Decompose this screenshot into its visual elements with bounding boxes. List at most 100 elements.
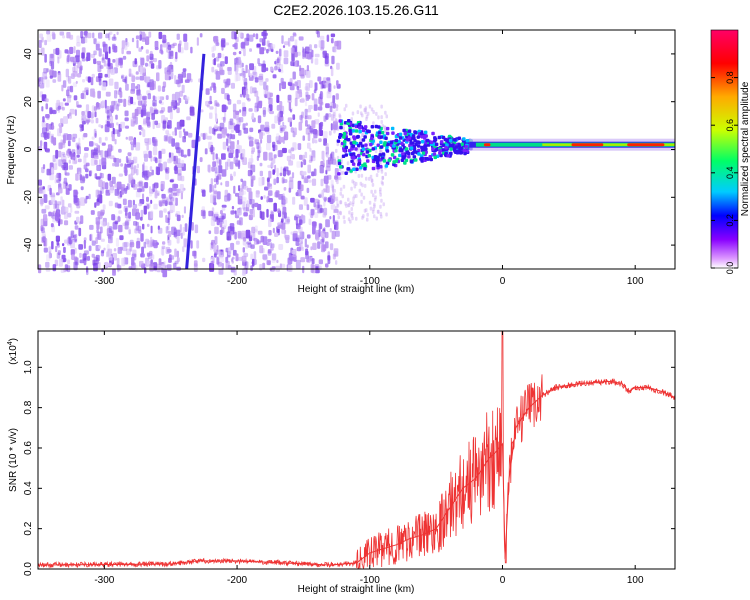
spectrogram-noise-cell [350, 207, 353, 211]
spectrogram-noise-cell [296, 85, 300, 91]
spectrogram-noise-cell [205, 88, 210, 95]
spectrogram-noise-cell [372, 193, 375, 198]
spectrogram-noise-cell [109, 180, 114, 187]
spectrogram-noise-cell [335, 119, 338, 124]
spectrogram-noise-cell [214, 211, 219, 217]
spectrogram-noise-cell [259, 131, 263, 140]
spectrogram-signal-cell [381, 152, 386, 156]
x-tick-label: -300 [94, 575, 114, 586]
spectrogram-signal-cell [370, 125, 375, 129]
spectrogram-noise-cell [74, 233, 78, 243]
spectrogram-noise-cell [190, 46, 193, 54]
spectrogram-noise-cell [227, 147, 230, 152]
spectrogram-signal-cell [381, 156, 385, 160]
spectrogram-noise-cell [184, 42, 189, 51]
spectrogram-noise-cell [44, 98, 49, 103]
spectrogram-noise-cell [282, 193, 285, 199]
spectrogram-noise-cell [38, 146, 43, 152]
spectrogram-noise-cell [50, 223, 54, 228]
spectrogram-noise-cell [356, 110, 360, 115]
spectrogram-noise-cell [317, 241, 321, 249]
spectrogram-noise-cell [107, 58, 111, 67]
spectrogram-noise-cell [135, 35, 140, 40]
spectrogram-noise-cell [266, 134, 272, 144]
spectrogram-noise-cell [125, 136, 128, 140]
spectrogram-noise-cell [66, 150, 70, 156]
spectrogram-noise-cell [222, 128, 228, 135]
spectrogram-noise-cell [305, 251, 309, 260]
spectrogram-noise-cell [86, 52, 91, 61]
spectrogram-noise-cell [336, 199, 339, 207]
y-tick-label: 0.8 [23, 400, 34, 414]
spectrogram-noise-cell [284, 216, 290, 225]
spectrogram-signal-cell [465, 139, 470, 143]
spectrogram-noise-cell [96, 164, 102, 171]
spectrogram-signal-cell [455, 151, 460, 155]
spectrogram-noise-cell [149, 106, 153, 114]
spectrogram-noise-cell [248, 69, 251, 78]
spectrogram-noise-cell [353, 194, 356, 199]
spectrogram-noise-cell [126, 163, 131, 168]
spectrogram-signal-cell [385, 149, 390, 153]
spectrogram-noise-cell [191, 222, 194, 231]
spectrogram-signal-cell [424, 156, 428, 161]
spectrogram-noise-cell [84, 30, 88, 38]
spectrogram-signal-cell [429, 157, 433, 162]
spectrogram-noise-cell [320, 91, 323, 100]
spectrogram-noise-cell [254, 90, 259, 97]
spectrogram-noise-cell [305, 83, 310, 92]
spectrogram-noise-cell [100, 173, 104, 179]
spectrogram-signal-cell [449, 147, 453, 151]
spectrogram-noise-cell [235, 240, 240, 245]
spectrogram-noise-cell [245, 261, 249, 269]
spectrogram-noise-cell [360, 199, 363, 204]
spectrogram-noise-cell [106, 150, 111, 159]
spectrogram-signal-cell [342, 132, 347, 136]
spectrogram-noise-cell [66, 89, 70, 97]
spectrogram-noise-cell [211, 166, 215, 172]
spectrogram-noise-cell [124, 117, 129, 122]
spectrogram-noise-cell [168, 257, 172, 263]
spectrogram-noise-cell [216, 191, 221, 200]
spectrogram-noise-cell [78, 227, 82, 237]
spectrogram-noise-cell [63, 116, 68, 124]
spectrogram-noise-cell [50, 200, 56, 205]
spectrogram-noise-cell [279, 110, 283, 118]
spectrogram-noise-cell [122, 242, 128, 252]
spectrogram-noise-cell [255, 190, 260, 198]
spectrogram-noise-cell [104, 51, 109, 60]
spectrogram-signal-cell [342, 135, 346, 139]
spectrogram-noise-cell [322, 244, 327, 252]
spectrogram-noise-cell [363, 208, 367, 213]
spectrogram-noise-cell [239, 109, 242, 113]
spectrogram-noise-cell [295, 237, 300, 246]
spectrogram-noise-cell [98, 159, 104, 167]
spectrogram-noise-cell [142, 162, 145, 171]
spectrogram-noise-cell [277, 150, 283, 158]
spectrogram-noise-cell [98, 179, 103, 188]
spectrogram-signal-cell [451, 143, 455, 147]
spectrogram-noise-cell [186, 73, 192, 81]
spectrogram-noise-cell [305, 120, 308, 127]
spectrogram-noise-cell [299, 231, 305, 240]
spectrogram-noise-cell [239, 73, 245, 77]
spectrogram-signal-cell [462, 137, 466, 141]
spectrogram-noise-cell [122, 55, 127, 60]
spectrogram-noise-cell [93, 106, 97, 111]
spectrogram-noise-cell [167, 211, 171, 215]
spectrogram-noise-cell [122, 222, 127, 226]
spectrogram-noise-cell [270, 210, 273, 215]
spectrogram-noise-cell [76, 101, 79, 108]
spectrogram-noise-cell [306, 204, 310, 211]
spectrogram-signal-cell [438, 151, 442, 155]
spectrogram-noise-cell [82, 253, 87, 261]
spectrogram-noise-cell [44, 205, 50, 210]
spectrogram-noise-cell [149, 166, 153, 172]
spectrogram-noise-cell [131, 82, 135, 92]
spectrogram-noise-cell [293, 127, 297, 136]
spectrogram-noise-cell [251, 226, 256, 234]
spectrogram-noise-cell [54, 200, 57, 209]
spectrogram-noise-cell [300, 114, 303, 124]
spectrogram-noise-cell [241, 148, 246, 158]
